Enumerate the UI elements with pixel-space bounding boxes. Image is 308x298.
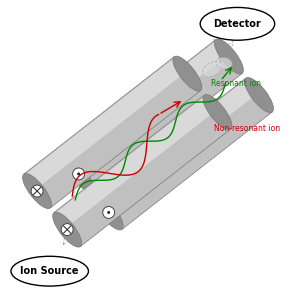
Polygon shape — [25, 58, 186, 189]
Circle shape — [107, 211, 110, 214]
Text: Resonant ion: Resonant ion — [211, 79, 261, 88]
Ellipse shape — [200, 7, 275, 40]
Text: Ion Source: Ion Source — [20, 266, 79, 276]
Circle shape — [103, 207, 115, 218]
Ellipse shape — [245, 77, 274, 113]
Polygon shape — [54, 95, 231, 246]
Circle shape — [31, 185, 43, 197]
Circle shape — [77, 173, 80, 176]
Polygon shape — [55, 96, 216, 228]
Circle shape — [61, 224, 73, 235]
Ellipse shape — [64, 156, 93, 192]
Polygon shape — [24, 57, 201, 208]
Circle shape — [73, 168, 85, 180]
Text: Detector: Detector — [213, 19, 261, 29]
Ellipse shape — [94, 195, 123, 230]
Ellipse shape — [173, 56, 202, 91]
Polygon shape — [65, 40, 242, 191]
Polygon shape — [66, 41, 228, 172]
Polygon shape — [96, 79, 258, 211]
Ellipse shape — [214, 39, 243, 74]
Ellipse shape — [53, 212, 82, 247]
Ellipse shape — [202, 61, 222, 77]
Polygon shape — [95, 78, 272, 229]
Ellipse shape — [11, 256, 88, 286]
Ellipse shape — [22, 173, 51, 209]
Ellipse shape — [203, 94, 232, 130]
Text: Non-resonant ion: Non-resonant ion — [214, 124, 280, 133]
Ellipse shape — [216, 58, 232, 69]
